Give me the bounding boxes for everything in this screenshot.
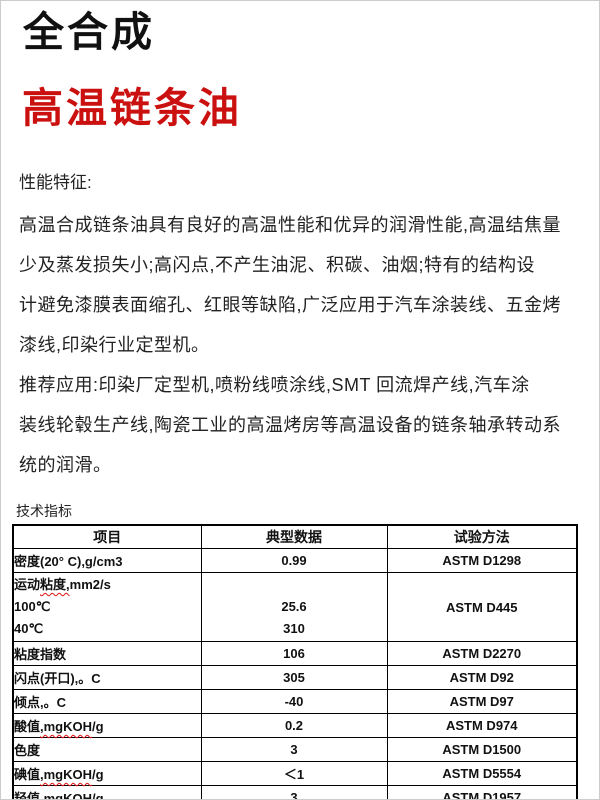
paragraph-line: 推荐应用:印染厂定型机,喷粉线喷涂线,SMT 回流焊产线,汽车涂 (19, 375, 530, 395)
paragraph-line: 计避免漆膜表面缩孔、红眼等缺陷,广泛应用于汽车涂装线、五金烤 (19, 295, 561, 315)
paragraph-line: 装线轮毂生产线,陶瓷工业的高温烤房等高温设备的链条轴承转动系 (19, 415, 561, 435)
spec-item: 密度(20° C),g/cm3 (12, 548, 202, 573)
column-header-typical-data: 典型数据 (200, 524, 388, 549)
spec-value: 0.2 (200, 713, 388, 738)
spec-table: 项目 典型数据 试验方法 密度(20° C),g/cm3 0.99 ASTM D… (12, 524, 578, 800)
table-row: 运动粘度,mm2/s 100℃ 40℃ 25.6 310 ASTM D445 (12, 572, 578, 642)
spec-method: ASTM D1500 (386, 737, 578, 762)
performance-paragraph: 高温合成链条油具有良好的高温性能和优异的润滑性能,高温结焦量 少及蒸发损失小;高… (1, 205, 599, 365)
column-header-test-method: 试验方法 (386, 524, 578, 549)
paragraph-line: 少及蒸发损失小;高闪点,不产生油泥、积碳、油烟;特有的结构设 (19, 255, 535, 275)
table-row: 密度(20° C),g/cm3 0.99 ASTM D1298 (12, 548, 578, 573)
recommended-applications-paragraph: 推荐应用:印染厂定型机,喷粉线喷涂线,SMT 回流焊产线,汽车涂 装线轮毂生产线… (1, 365, 599, 485)
spec-value: 3 (200, 737, 388, 762)
spec-method: ASTM D1298 (386, 548, 578, 573)
spec-value: ＜1 (200, 761, 388, 786)
spec-item: 倾点,。C (12, 689, 202, 714)
spec-table-caption: 技术指标 (16, 503, 72, 519)
table-row: 色度 3 ASTM D1500 (12, 737, 578, 762)
spec-item: 羟值,mgKOH/g (12, 785, 202, 800)
spec-value: 3 (200, 785, 388, 799)
spec-item: 粘度指数 (12, 641, 202, 666)
spec-item: 闪点(开口),。C (12, 665, 202, 690)
spec-method: ASTM D974 (386, 713, 578, 738)
table-row: 酸值,mgKOH/g 0.2 ASTM D974 (12, 713, 578, 738)
spec-value: 0.99 (200, 548, 388, 573)
product-title: 高温链条油 (22, 85, 242, 131)
table-row: 闪点(开口),。C 305 ASTM D92 (12, 665, 578, 690)
spec-value: 25.6 310 (200, 572, 388, 642)
paragraph-line: 漆线,印染行业定型机。 (19, 335, 210, 355)
table-header-row: 项目 典型数据 试验方法 (12, 524, 578, 549)
spec-method: ASTM D97 (386, 689, 578, 714)
column-header-item: 项目 (12, 524, 202, 549)
spellcheck-underlined-text: 粘度, (40, 577, 70, 592)
paragraph-line: 统的润滑。 (19, 455, 112, 475)
spec-item: 酸值,mgKOH/g (12, 713, 202, 738)
series-title: 全合成 (23, 9, 155, 55)
spec-method: ASTM D1957 (386, 785, 578, 799)
spec-value: 305 (200, 665, 388, 690)
paragraph-line: 高温合成链条油具有良好的高温性能和优异的润滑性能,高温结焦量 (19, 215, 561, 235)
table-row: 羟值,mgKOH/g 3 ASTM D1957 (12, 785, 578, 800)
table-row: 碘值,mgKOH/g ＜1 ASTM D5554 (12, 761, 578, 786)
spec-item: 色度 (12, 737, 202, 762)
spec-method: ASTM D2270 (386, 641, 578, 666)
spec-method: ASTM D5554 (386, 761, 578, 786)
spec-method: ASTM D445 (386, 572, 578, 642)
spellcheck-underlined-text: ,mgKOH (40, 719, 93, 734)
table-row: 倾点,。C -40 ASTM D97 (12, 689, 578, 714)
spellcheck-underlined-text: ,mgKOH (40, 767, 93, 782)
performance-heading: 性能特征: (19, 173, 92, 192)
table-row: 粘度指数 106 ASTM D2270 (12, 641, 578, 666)
spec-value: 106 (200, 641, 388, 666)
spec-item: 碘值,mgKOH/g (12, 761, 202, 786)
spellcheck-underlined-text: ,mgKOH (40, 791, 93, 800)
spec-item: 运动粘度,mm2/s 100℃ 40℃ (12, 572, 202, 642)
spec-method: ASTM D92 (386, 665, 578, 690)
spec-value: -40 (200, 689, 388, 714)
